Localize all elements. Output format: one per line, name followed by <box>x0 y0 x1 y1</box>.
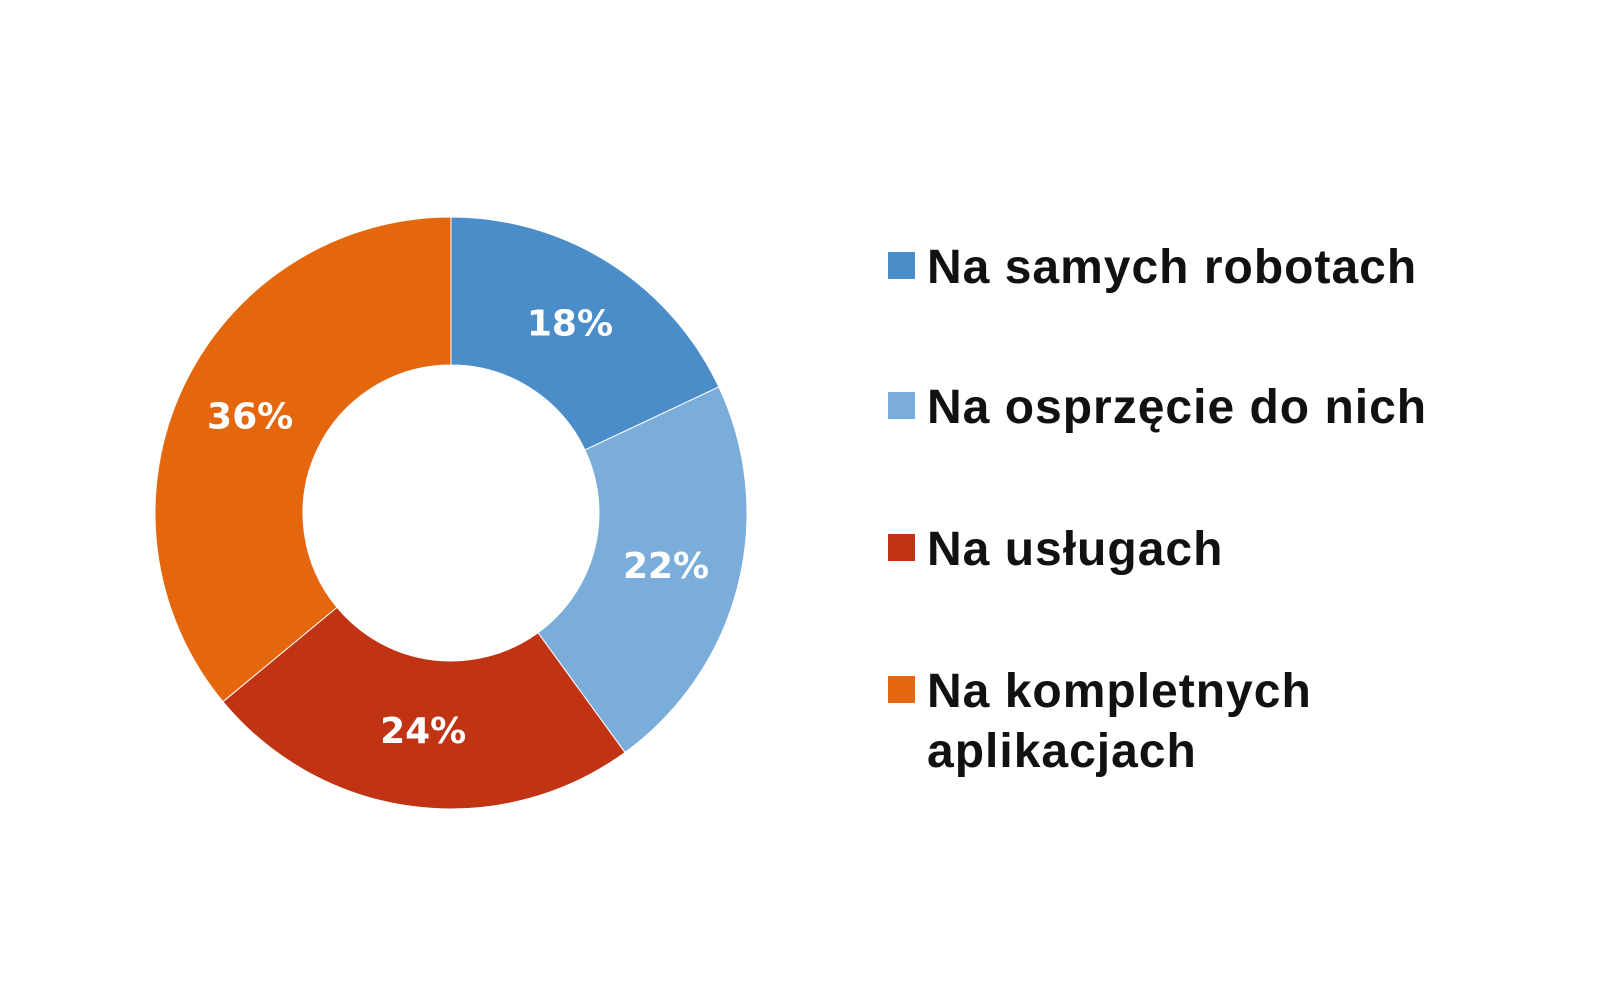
legend-item: Na kompletnych aplikacjach <box>888 662 1487 782</box>
donut-segment <box>222 606 626 810</box>
legend-label: Na usługach <box>927 523 1224 576</box>
legend-item: Na osprzęcie do nich <box>888 378 1427 438</box>
legend-item: Na usługach <box>888 520 1223 580</box>
legend-swatch <box>888 252 915 279</box>
value-label: 18% <box>527 304 613 345</box>
legend-swatch <box>888 534 915 561</box>
legend-label: Na osprzęcie do nich <box>927 381 1428 434</box>
legend-item: Na samych robotach <box>888 238 1417 298</box>
donut-segment <box>154 216 452 703</box>
donut-segment <box>537 386 748 754</box>
value-label: 24% <box>380 711 466 752</box>
legend-swatch <box>888 392 915 419</box>
legend-label: Na samych robotach <box>927 241 1418 294</box>
value-label: 36% <box>207 396 293 437</box>
legend-swatch <box>888 676 915 703</box>
value-label: 22% <box>623 546 709 587</box>
donut-segment <box>450 216 720 451</box>
legend-label: Na kompletnych aplikacjach <box>927 665 1312 778</box>
